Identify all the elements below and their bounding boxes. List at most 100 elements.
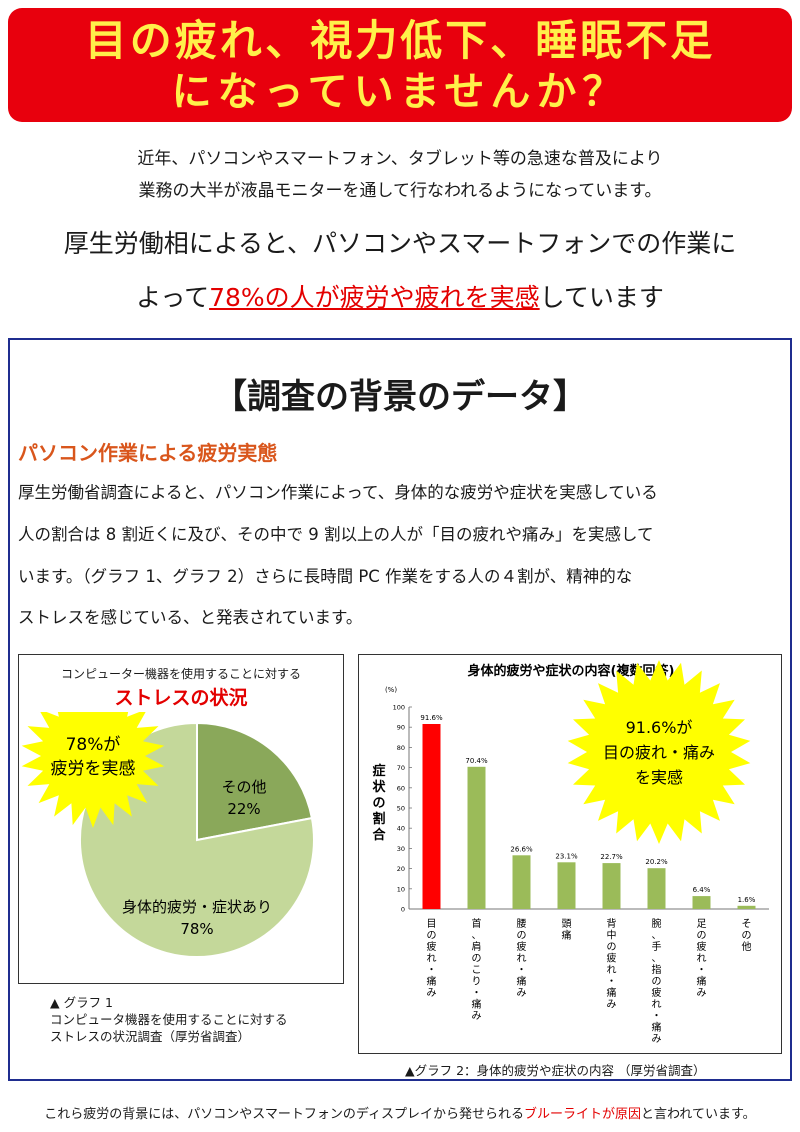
bar-ylabel-char: の	[372, 796, 385, 811]
bar-category-char-2: 痛	[517, 975, 527, 988]
bar-category-char-4: れ	[607, 964, 617, 976]
bar-category-char-4: の	[607, 942, 617, 953]
bar-category-char-4: 疲	[607, 952, 617, 965]
bar-ytick-label: 20	[397, 865, 405, 873]
graph-1-box: コンピューター機器を使用することに対する ストレスの状況 その他 22% 身体的疲労…	[18, 654, 344, 984]
bar-category-char-1: こ	[472, 965, 482, 976]
pie-slice-value-0: 22%	[227, 800, 260, 818]
bar-category-char-2: み	[517, 988, 527, 999]
graph-1-caption: ▲ グラフ 1 コンピュータ機器を使用することに対する ストレスの状況調査（厚労…	[50, 994, 288, 1045]
bar-category-char-3: 頭	[562, 918, 572, 930]
pie-burst-line-1: 78%が	[66, 735, 121, 755]
bar-category-char-0: 目	[427, 919, 437, 930]
bar-category-char-6: 足	[697, 918, 707, 930]
bar-category-char-2: の	[517, 931, 527, 942]
bar-value-label-0: 91.6%	[420, 714, 443, 722]
footer-note: これら疲労の背景には、パソコンやスマートフォンのディスプレイから発せられるブルー…	[0, 1103, 800, 1122]
bar-category-char-0: 痛	[427, 975, 437, 988]
bar-category-char-3: 痛	[562, 929, 572, 942]
bar-category-char-5: 、	[652, 931, 662, 942]
headline-line-2-post: しています	[539, 283, 664, 312]
intro-line-2: 業務の大半が液晶モニターを通して行なわれるようになっています。	[138, 181, 662, 201]
bar-category-char-5: 痛	[652, 1021, 662, 1034]
bar-3	[557, 862, 576, 909]
bar-category-char-5: 指	[652, 963, 662, 976]
graph-1-caption-line-2: コンピュータ機器を使用することに対する	[50, 1012, 288, 1027]
bar-value-label-4: 22.7%	[600, 853, 623, 861]
bar-burst-line-1: 91.6%が	[626, 718, 693, 737]
intro-line-1: 近年、パソコンやスマートフォン、タブレット等の急速な普及により	[137, 149, 663, 169]
bar-category-char-0: み	[427, 988, 437, 999]
bar-category-char-1: み	[472, 1011, 482, 1022]
bar-value-label-3: 23.1%	[555, 852, 578, 860]
paragraph-line-4: ストレスを感じている、と発表されています。	[18, 608, 363, 627]
bar-0	[422, 724, 441, 909]
bar-category-char-0: ・	[427, 965, 437, 976]
bar-value-label-5: 20.2%	[645, 858, 668, 866]
bar-category-char-1: の	[472, 954, 482, 965]
bar-category-char-6: ・	[697, 965, 707, 976]
bar-4	[602, 863, 621, 909]
bar-value-label-7: 1.6%	[738, 896, 756, 904]
bar-ylabel-char: 割	[372, 811, 385, 827]
bar-ytick-label: 0	[401, 906, 405, 914]
bar-category-char-5: れ	[652, 999, 662, 1011]
bar-1	[467, 766, 486, 909]
banner-line-1: 目の疲れ、視力低下、睡眠不足	[84, 16, 716, 65]
graph-1-caption-line-3: ストレスの状況調査（厚労省調査）	[50, 1029, 251, 1044]
bar-ytick-label: 90	[397, 724, 405, 732]
headline-line-2-pre: よって	[136, 283, 210, 312]
bar-category-char-5: 、	[652, 954, 662, 965]
bar-2	[512, 855, 531, 909]
headline-highlight: 78%の人が疲労や疲れを実感	[209, 283, 540, 312]
bar-category-char-1: 、	[472, 931, 482, 942]
pie-burst-line-2: 疲労を実感	[51, 759, 136, 779]
bar-category-char-2: 疲	[517, 940, 527, 953]
bar-category-char-2: れ	[517, 953, 527, 965]
paragraph-line-1: 厚生労働省調査によると、パソコン作業によって、身体的な疲労や症状を実感している	[18, 483, 658, 502]
bar-category-char-6: 痛	[697, 975, 707, 988]
headline-line-2: よって78%の人が疲労や疲れを実感しています	[0, 282, 800, 314]
bar-5	[647, 868, 666, 909]
bar-ytick-label: 70	[397, 764, 405, 772]
bar-value-label-2: 26.6%	[510, 845, 533, 853]
bar-category-char-6: の	[697, 931, 707, 942]
bar-chart-unit: (%)	[385, 686, 397, 694]
banner-line-2: になっていませんか？	[171, 69, 629, 115]
bar-category-char-4: 背	[607, 917, 617, 930]
graph-2-caption: ▲グラフ 2：身体的疲労や症状の内容 （厚労省調査）	[405, 1063, 706, 1078]
bar-category-char-5: の	[652, 977, 662, 988]
bar-category-char-0: の	[427, 931, 437, 942]
bar-category-char-1: 首	[472, 917, 482, 930]
footer-pre: これら疲労の背景には、パソコンやスマートフォンのディスプレイから発せられる	[44, 1107, 524, 1122]
section-subtitle: パソコン作業による疲労実態	[18, 441, 278, 465]
bar-category-char-1: 肩	[472, 940, 482, 953]
bar-category-char-4: 痛	[607, 986, 617, 999]
headline-line-1: 厚生労働相によると、パソコンやスマートフォンでの作業に	[63, 229, 737, 258]
bar-value-label-6: 6.4%	[693, 886, 711, 894]
bar-starburst	[567, 660, 751, 844]
bar-burst-line-3: を実感	[635, 768, 683, 787]
bar-category-char-1: り	[472, 976, 482, 988]
footer-post: と言われています。	[641, 1107, 756, 1122]
survey-frame	[8, 338, 792, 1081]
bar-category-char-7: そ	[742, 918, 752, 930]
pie-slice-0	[196, 721, 314, 842]
bar-ytick-label: 10	[397, 885, 405, 893]
pie-slice-label-1: 身体的疲労・症状あり	[122, 898, 272, 916]
bar-category-char-5: み	[652, 1034, 662, 1045]
bar-ytick-label: 100	[393, 704, 405, 712]
bar-category-char-7: 他	[742, 940, 752, 953]
bar-category-char-4: 中	[607, 929, 617, 942]
bar-category-char-5: 手	[652, 940, 662, 953]
graph-1-heading-red: ストレスの状況	[114, 687, 248, 709]
bar-category-char-5: 腕	[652, 917, 662, 930]
pie-slice-value-1: 78%	[180, 920, 213, 938]
graph-1-heading: コンピューター機器を使用することに対する	[60, 667, 301, 681]
bar-category-char-6: み	[697, 988, 707, 999]
bar-value-label-1: 70.4%	[465, 757, 488, 765]
headline-banner: 目の疲れ、視力低下、睡眠不足 になっていませんか？	[8, 8, 792, 122]
bar-category-char-2: ・	[517, 965, 527, 976]
